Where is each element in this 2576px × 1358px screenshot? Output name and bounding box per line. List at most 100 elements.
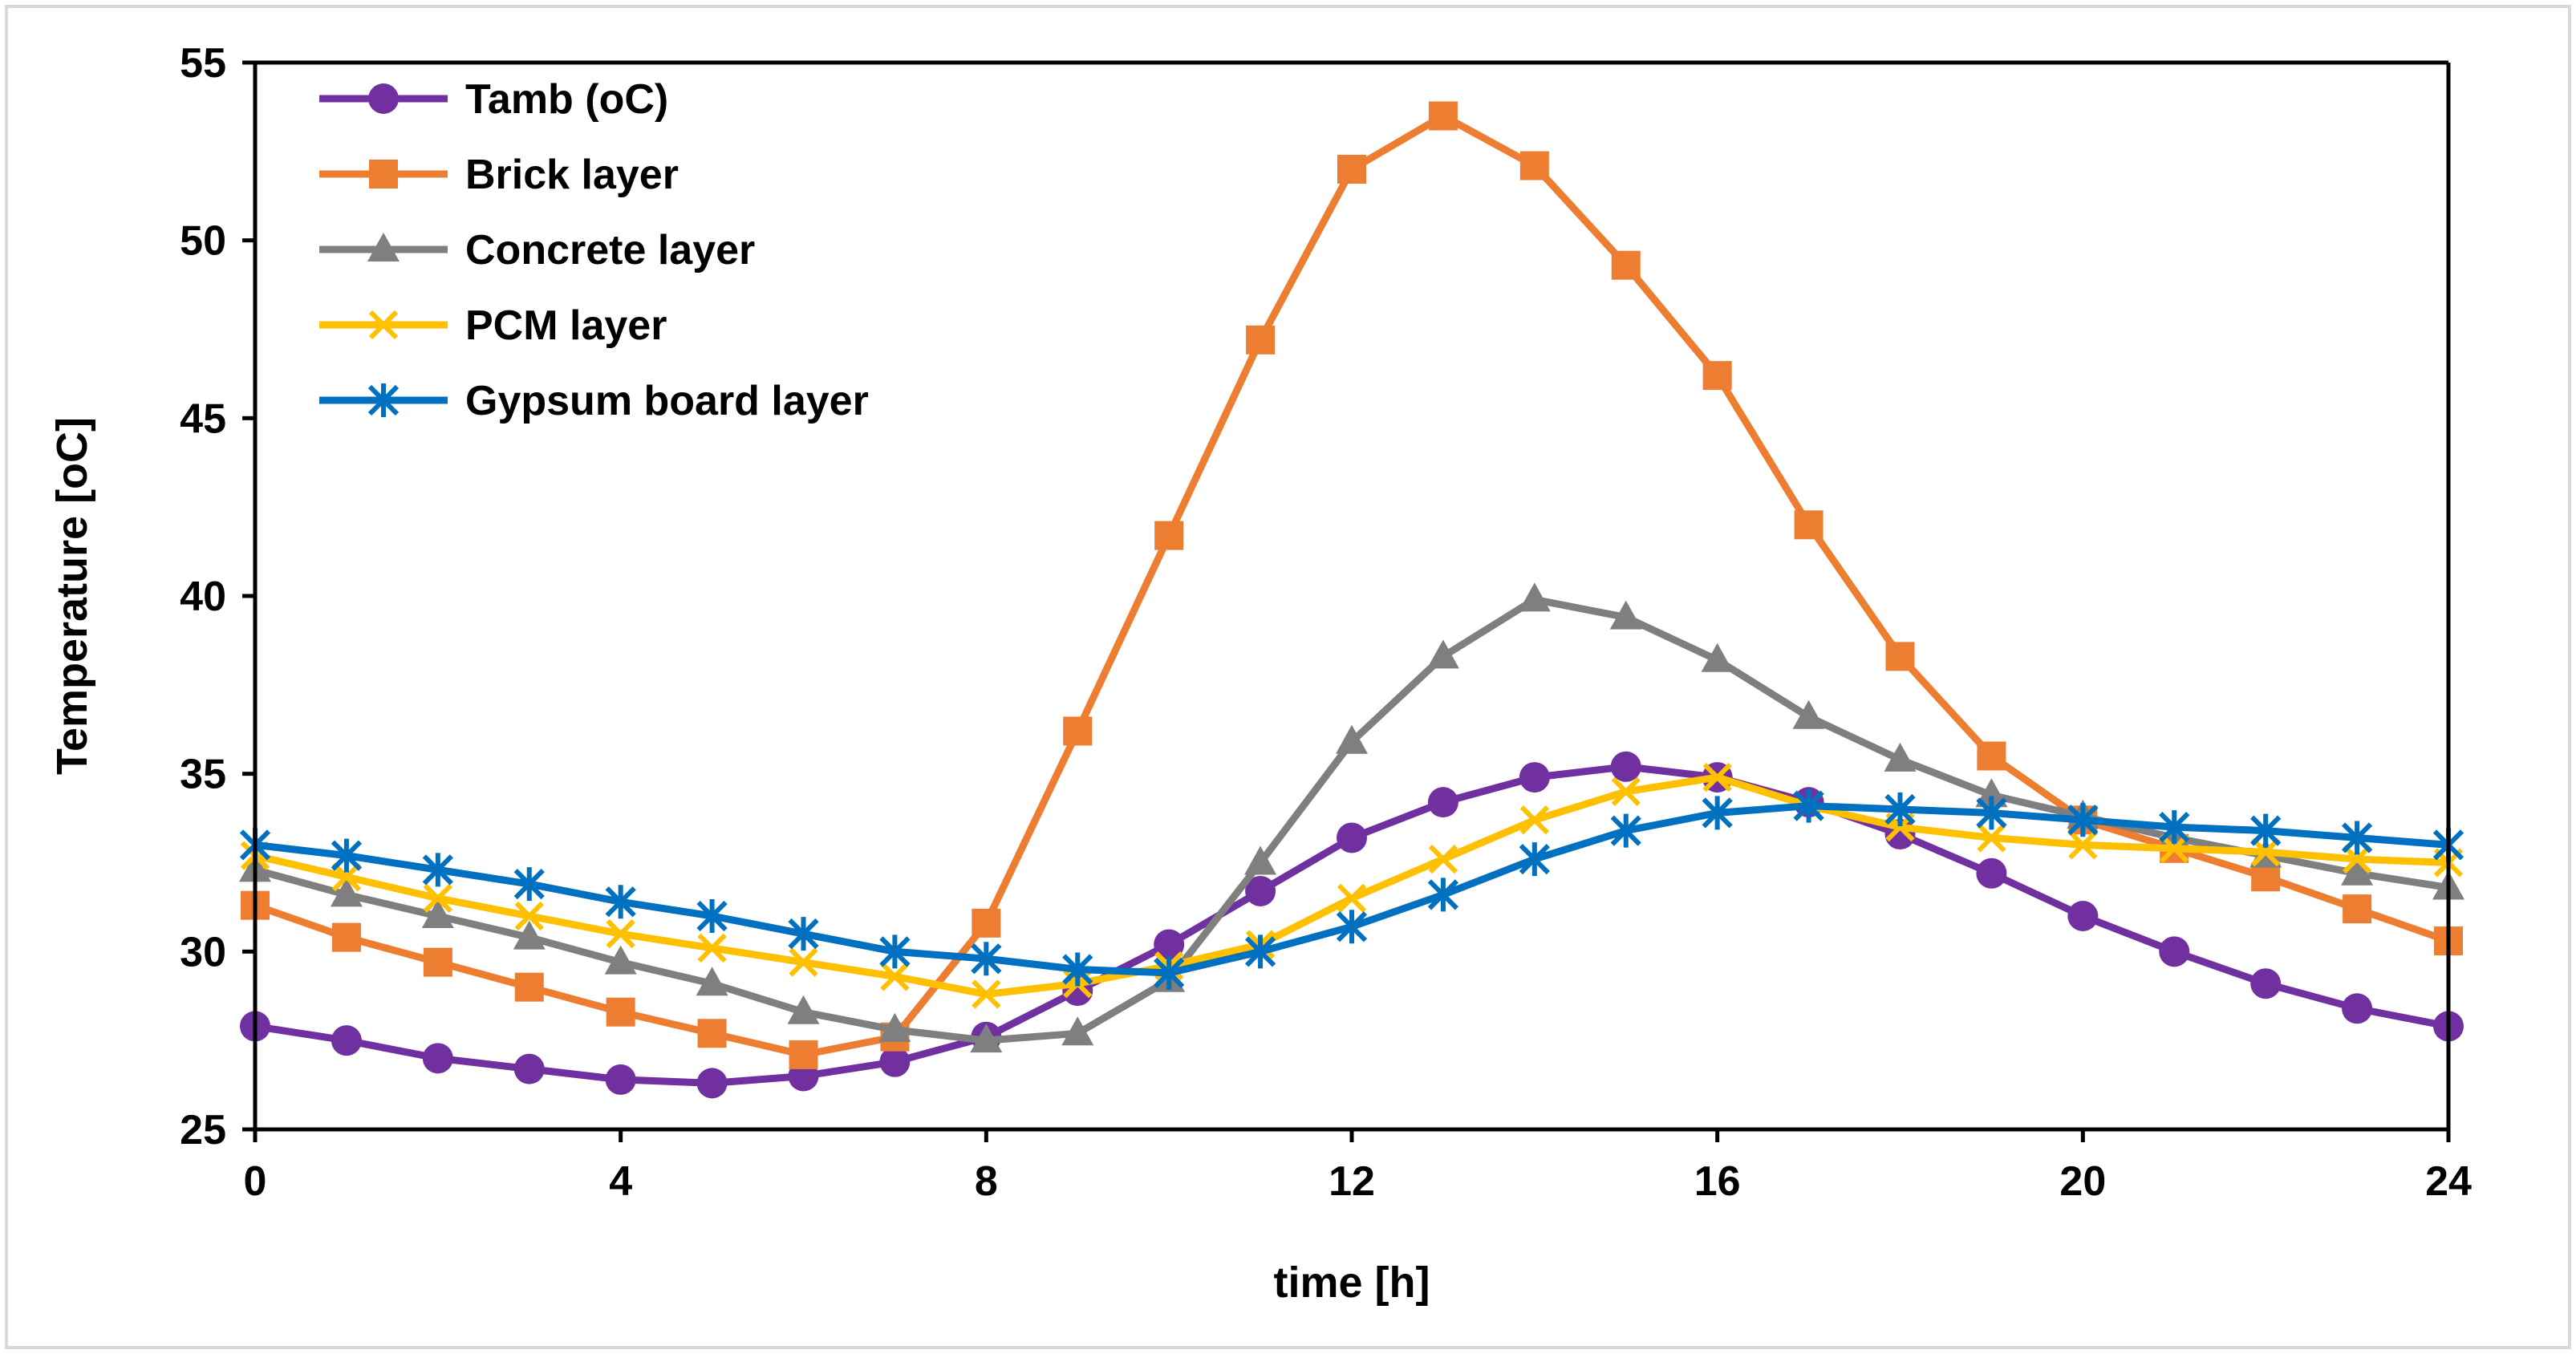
data-point (2250, 968, 2282, 999)
data-point (879, 1046, 911, 1077)
data-point (1337, 822, 1367, 853)
data-point (1885, 642, 1915, 671)
data-point (1337, 883, 1367, 913)
data-point (1154, 929, 1185, 960)
data-point (1428, 101, 1458, 131)
data-point (1702, 796, 1733, 830)
data-point (1154, 521, 1184, 550)
data-point (1976, 857, 2007, 889)
legend-swatch-marker (368, 310, 399, 340)
x-tick-label: 4 (609, 1158, 632, 1205)
data-point (1245, 875, 1276, 906)
x-tick-label: 0 (244, 1158, 267, 1205)
data-point (1244, 934, 1276, 969)
data-point (1154, 955, 1185, 990)
data-point (604, 945, 637, 975)
y-axis-title: Temperature [oC] (48, 417, 96, 775)
data-point (1427, 878, 1459, 912)
data-point (696, 967, 728, 996)
data-point (971, 942, 1002, 976)
y-tick-label: 50 (180, 218, 226, 265)
data-point (1976, 796, 2007, 830)
data-point (605, 1064, 636, 1095)
x-tick-label: 24 (2425, 1158, 2472, 1205)
data-point (1701, 643, 1734, 672)
data-point (1702, 361, 1732, 391)
data-point (423, 883, 452, 913)
data-point (1975, 778, 2008, 808)
data-point (1610, 751, 1641, 782)
data-point (1611, 776, 1641, 806)
x-axis-title: time [h] (1274, 1259, 1430, 1307)
data-point (697, 1019, 727, 1048)
series-gypsum-board-layer (239, 788, 2464, 990)
x-tick-label: 20 (2059, 1158, 2106, 1205)
data-point (1519, 805, 1549, 835)
data-point (2342, 993, 2373, 1024)
data-point (422, 1043, 453, 1074)
data-point (972, 908, 1001, 938)
data-point (1426, 639, 1459, 669)
legend-swatch-marker (367, 233, 400, 261)
y-tick-label: 45 (180, 395, 226, 442)
y-tick-label: 30 (180, 929, 226, 975)
legend-entry: Tamb (oC) (319, 76, 668, 123)
data-point (1611, 250, 1641, 280)
ticks-layer: 25 30 35 40 45 50 55 0 4 8 12 16 20 24 (180, 40, 2472, 1205)
data-point (1337, 155, 1366, 184)
legend-swatch-marker (369, 160, 398, 188)
data-point (423, 947, 452, 977)
data-point (2343, 894, 2372, 924)
legend-label: Brick layer (465, 152, 679, 198)
data-point (1702, 762, 1732, 793)
series-tamb-oc (240, 751, 2464, 1099)
legend-entry: PCM layer (319, 302, 667, 349)
data-point (1977, 741, 2006, 771)
chart-border (5, 5, 2571, 1349)
data-point (697, 933, 727, 963)
data-point (2067, 803, 2099, 837)
data-point (972, 979, 1001, 1009)
legend-label: Concrete layer (465, 227, 755, 274)
data-point (2341, 821, 2373, 855)
x-tick-label: 12 (1329, 1158, 1375, 1205)
data-point (1519, 842, 1550, 877)
data-point (879, 934, 911, 969)
data-point (1519, 151, 1549, 180)
data-point (2341, 856, 2374, 886)
data-point (2068, 830, 2098, 860)
legend-entry: Brick layer (319, 152, 679, 198)
data-point (605, 885, 636, 919)
data-point (1336, 910, 1368, 944)
data-point (696, 1068, 728, 1099)
data-point (1792, 699, 1825, 729)
data-point (1977, 823, 2006, 853)
data-point (1428, 844, 1458, 874)
data-point (2067, 901, 2099, 931)
data-point (1794, 510, 1823, 540)
legend-swatch-marker (367, 383, 400, 417)
data-point (513, 920, 546, 950)
data-point (1063, 716, 1093, 746)
data-point (970, 1024, 1003, 1053)
data-point (2159, 936, 2190, 967)
data-point (2342, 844, 2372, 874)
data-point (2250, 813, 2282, 848)
data-point (787, 995, 820, 1024)
data-point (1519, 762, 1550, 793)
data-point (878, 1012, 911, 1042)
y-tick-label: 25 (180, 1107, 226, 1153)
data-point (514, 901, 544, 931)
data-point (880, 962, 910, 991)
data-point (513, 867, 545, 902)
data-point (1884, 742, 1917, 772)
data-point (2159, 810, 2190, 845)
y-tick-label: 55 (180, 40, 226, 87)
legend-label: Gypsum board layer (465, 378, 869, 424)
y-tick-label: 35 (180, 752, 226, 798)
legend-entry: Gypsum board layer (319, 378, 869, 424)
data-point (331, 862, 362, 892)
data-point (1610, 813, 1641, 848)
data-point (696, 899, 728, 933)
